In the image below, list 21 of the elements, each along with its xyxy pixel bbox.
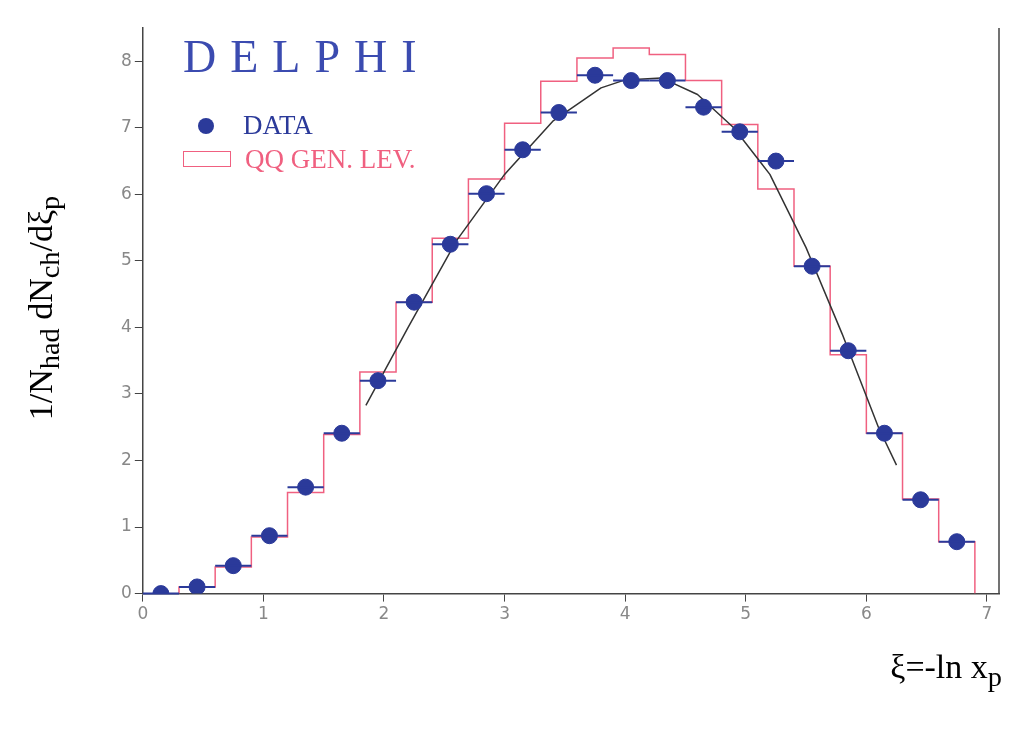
x-tick-label: 6 [860,603,872,624]
x-tick-label: 0 [137,603,149,624]
legend-label: DATA [243,109,313,142]
y-tick-label: 7 [120,116,132,137]
y-tick-label: 8 [120,49,132,70]
x-tick-label: 5 [740,603,752,624]
x-tick-label: 2 [378,603,390,624]
y-tick-label: 2 [120,448,132,469]
x-tick-label: 3 [499,603,510,624]
y-tick-label: 4 [120,315,132,336]
legend-label: QQ GEN. LEV. [245,143,416,176]
annotation: DELPHI [183,30,431,83]
y-tick-label: 3 [120,382,132,403]
y-tick-label: 5 [120,249,132,270]
y-tick-label: 6 [120,182,132,203]
x-axis-title: ξ=-ln x$_{p}$ [890,648,1002,693]
x-tick-label: 7 [981,603,993,624]
y-tick-label: 0 [120,582,132,603]
x-tick-label: 1 [257,603,269,624]
y-tick-label: 1 [120,515,132,536]
x-tick-label: 4 [619,603,631,624]
